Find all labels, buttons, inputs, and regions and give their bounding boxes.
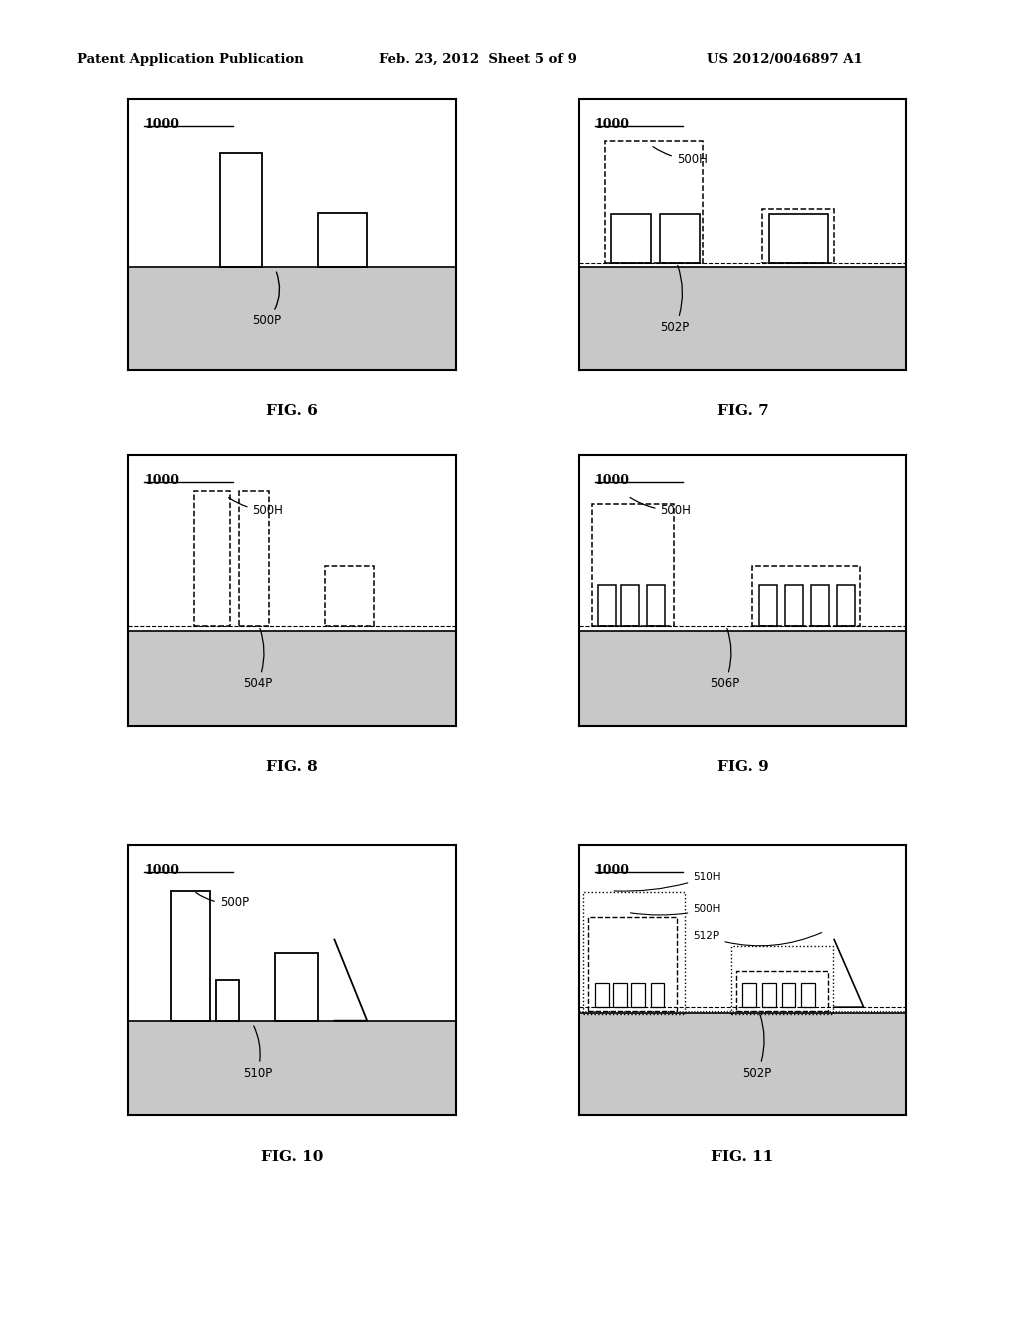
Bar xyxy=(592,504,674,626)
Text: 500H: 500H xyxy=(653,147,708,166)
Bar xyxy=(318,213,368,267)
Bar xyxy=(660,214,699,263)
Text: FIG. 6: FIG. 6 xyxy=(266,404,317,418)
Bar xyxy=(622,585,639,626)
Bar xyxy=(194,491,229,626)
Text: 500H: 500H xyxy=(631,904,721,915)
Bar xyxy=(838,585,855,626)
Text: FIG. 11: FIG. 11 xyxy=(712,1150,773,1164)
Bar xyxy=(240,491,269,626)
Bar xyxy=(742,983,756,1007)
Text: Feb. 23, 2012  Sheet 5 of 9: Feb. 23, 2012 Sheet 5 of 9 xyxy=(379,53,577,66)
Text: US 2012/0046897 A1: US 2012/0046897 A1 xyxy=(707,53,862,66)
Bar xyxy=(605,141,703,263)
Bar xyxy=(785,585,803,626)
Text: 500P: 500P xyxy=(253,272,282,327)
Bar xyxy=(802,983,815,1007)
Text: 500H: 500H xyxy=(228,498,284,517)
Bar xyxy=(759,585,777,626)
Bar xyxy=(731,946,833,1014)
Bar xyxy=(736,970,827,1011)
Text: FIG. 8: FIG. 8 xyxy=(266,760,317,775)
Text: FIG. 7: FIG. 7 xyxy=(717,404,768,418)
Text: FIG. 9: FIG. 9 xyxy=(717,760,768,775)
Text: 502P: 502P xyxy=(660,265,690,334)
Text: 504P: 504P xyxy=(243,628,272,690)
Bar xyxy=(762,209,835,263)
Text: Patent Application Publication: Patent Application Publication xyxy=(77,53,303,66)
Bar xyxy=(650,983,665,1007)
Bar xyxy=(171,891,210,1020)
Text: 1000: 1000 xyxy=(595,117,630,131)
Bar xyxy=(589,916,677,1011)
Text: 500H: 500H xyxy=(630,498,691,517)
Text: 1000: 1000 xyxy=(144,117,179,131)
Text: 512P: 512P xyxy=(693,932,822,946)
Bar xyxy=(781,983,796,1007)
Bar xyxy=(631,983,645,1007)
Text: FIG. 10: FIG. 10 xyxy=(261,1150,323,1164)
Text: 510H: 510H xyxy=(614,873,721,891)
Bar xyxy=(613,983,627,1007)
Text: 502P: 502P xyxy=(742,1014,772,1080)
Bar xyxy=(769,214,827,263)
Text: 510P: 510P xyxy=(243,1026,272,1080)
Text: 1000: 1000 xyxy=(144,474,179,487)
Bar xyxy=(647,585,666,626)
Bar xyxy=(220,153,262,267)
Bar xyxy=(275,953,318,1020)
Bar xyxy=(216,979,240,1020)
Bar xyxy=(325,566,374,626)
Bar xyxy=(611,214,650,263)
Bar xyxy=(584,892,685,1014)
Text: 500P: 500P xyxy=(196,892,249,909)
Bar xyxy=(753,566,860,626)
Text: 506P: 506P xyxy=(710,628,739,690)
Bar xyxy=(595,983,608,1007)
Text: 1000: 1000 xyxy=(144,863,179,876)
Text: 1000: 1000 xyxy=(595,474,630,487)
Bar xyxy=(598,585,616,626)
Bar xyxy=(811,585,829,626)
Text: 1000: 1000 xyxy=(595,863,630,876)
Bar xyxy=(762,983,776,1007)
